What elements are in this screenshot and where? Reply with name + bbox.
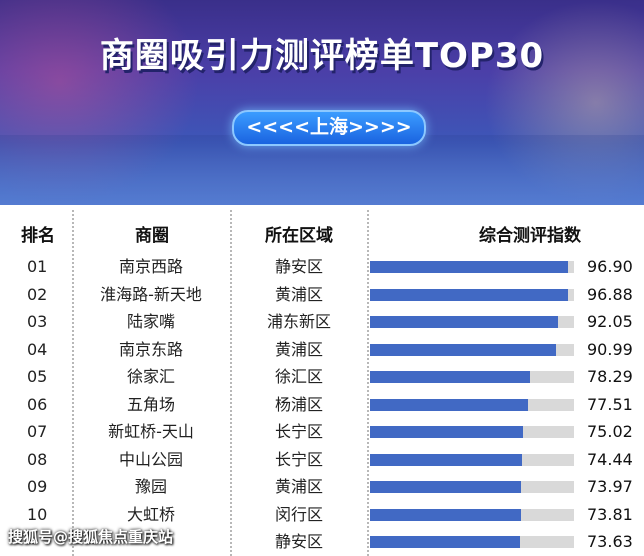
watermark: 搜狐号@搜狐焦点重庆站: [8, 528, 174, 546]
header-district: 所在区域: [265, 226, 333, 246]
rank-label: 05: [27, 367, 48, 386]
area-label: 豫园: [134, 477, 167, 496]
area-label: 陆家嘴: [126, 312, 175, 331]
column-divider: [367, 210, 369, 556]
score-bar: [370, 508, 521, 521]
score-value: 73.81: [587, 504, 633, 524]
district-label: 闵行区: [274, 504, 323, 524]
score-bar: [370, 536, 521, 548]
district-label: 黄浦区: [274, 339, 323, 359]
score-bar-track: [370, 371, 574, 383]
score-value: 78.29: [587, 367, 633, 386]
score-bar: [370, 426, 524, 438]
district-label: 静安区: [274, 532, 323, 551]
area-label: 大虹桥: [126, 504, 175, 524]
district-label: 黄浦区: [274, 284, 323, 304]
district-label: 徐汇区: [274, 367, 323, 386]
rank-label: 10: [27, 504, 48, 524]
score-bar-track: [370, 316, 574, 328]
score-bar-track: [370, 288, 574, 301]
score-bar: [370, 453, 522, 466]
score-value: 96.88: [587, 284, 633, 304]
area-label: 淮海路-新天地: [100, 284, 202, 304]
score-bar-track: [370, 481, 574, 493]
score-bar-track: [370, 398, 574, 411]
area-label: 新虹桥-天山: [108, 422, 194, 441]
district-label: 浦东新区: [266, 312, 331, 331]
ranking-table: 排名 商圈 所在区域 综合测评指数 01 南京西路 静安区 96.90 02 淮海路-新天…: [0, 210, 644, 556]
district-label: 黄浦区: [274, 477, 323, 496]
header-rank: 排名: [21, 226, 55, 246]
page-title: 商圈吸引力测评榜单TOP30: [99, 36, 545, 76]
area-label: 五角场: [126, 394, 175, 414]
score-value: 96.90: [587, 257, 633, 276]
rank-label: 04: [27, 339, 48, 359]
score-value: 75.02: [587, 422, 633, 441]
column-divider: [230, 210, 232, 556]
score-bar-track: [370, 343, 574, 356]
score-bar: [370, 316, 558, 328]
rank-label: 01: [27, 257, 48, 276]
header-area: 商圈: [135, 226, 169, 246]
rank-label: 07: [27, 422, 48, 441]
score-bar: [370, 288, 568, 301]
area-label: 南京东路: [118, 339, 183, 359]
rank-label: 02: [27, 284, 48, 304]
area-label: 南京西路: [118, 257, 183, 276]
area-label: 徐家汇: [126, 367, 175, 386]
header-banner: 商圈吸引力测评榜单TOP30 <<<<上海>>>>: [0, 0, 644, 205]
score-bar: [370, 343, 556, 356]
banner-street-overlay: [0, 135, 644, 205]
score-bar-track: [370, 261, 574, 273]
score-value: 73.63: [587, 532, 633, 551]
score-bar-track: [370, 536, 574, 548]
area-label: 中山公园: [118, 449, 183, 469]
score-bar-track: [370, 426, 574, 438]
score-value: 92.05: [587, 312, 633, 331]
score-bar: [370, 398, 529, 411]
score-bar: [370, 371, 530, 383]
score-value: 74.44: [587, 449, 633, 469]
rank-label: 03: [27, 312, 48, 331]
header-score: 综合测评指数: [479, 226, 581, 246]
rank-label: 06: [27, 394, 48, 414]
score-bar-track: [370, 453, 574, 466]
score-bar: [370, 481, 521, 493]
score-bar-track: [370, 508, 574, 521]
district-label: 杨浦区: [274, 394, 323, 414]
score-value: 77.51: [587, 394, 633, 414]
district-label: 静安区: [274, 257, 323, 276]
rank-label: 09: [27, 477, 48, 496]
score-value: 73.97: [587, 477, 633, 496]
score-bar: [370, 261, 568, 273]
score-value: 90.99: [587, 339, 633, 359]
rank-label: 08: [27, 449, 48, 469]
district-label: 长宁区: [274, 422, 323, 441]
city-badge: <<<<上海>>>>: [232, 110, 426, 146]
column-divider: [72, 210, 74, 556]
district-label: 长宁区: [274, 449, 323, 469]
